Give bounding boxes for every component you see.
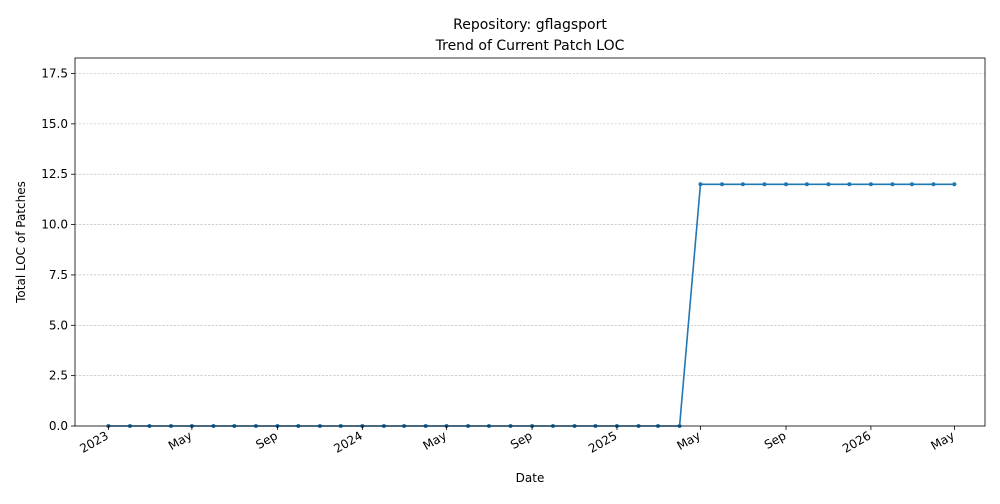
chart-title: Repository: gflagsport	[453, 17, 607, 33]
data-point	[826, 182, 831, 187]
y-tick-label: 10.0	[41, 218, 68, 232]
data-point	[698, 182, 703, 187]
data-point	[847, 182, 852, 187]
y-tick-label: 0.0	[49, 419, 68, 433]
data-point	[762, 182, 767, 187]
y-axis-ticks: 0.0 2.5 5.0 7.5 10.0 12.5 15.0 17.5	[41, 67, 75, 433]
data-point	[952, 182, 957, 187]
data-point	[720, 182, 725, 187]
data-point	[890, 182, 895, 187]
y-tick-label: 5.0	[49, 318, 68, 332]
data-point	[740, 182, 745, 187]
y-tick-label: 17.5	[41, 67, 68, 81]
y-tick-label: 12.5	[41, 167, 68, 181]
y-tick-label: 2.5	[49, 369, 68, 383]
data-point	[868, 182, 873, 187]
y-axis-label: Total LOC of Patches	[14, 181, 28, 304]
data-point	[909, 182, 914, 187]
chart-subtitle: Trend of Current Patch LOC	[435, 38, 625, 54]
data-point	[784, 182, 789, 187]
x-axis-label: Date	[516, 471, 545, 485]
y-tick-label: 7.5	[49, 268, 68, 282]
data-point	[804, 182, 809, 187]
plot-frame	[74, 57, 986, 427]
data-point	[931, 182, 936, 187]
y-tick-label: 15.0	[41, 117, 68, 131]
